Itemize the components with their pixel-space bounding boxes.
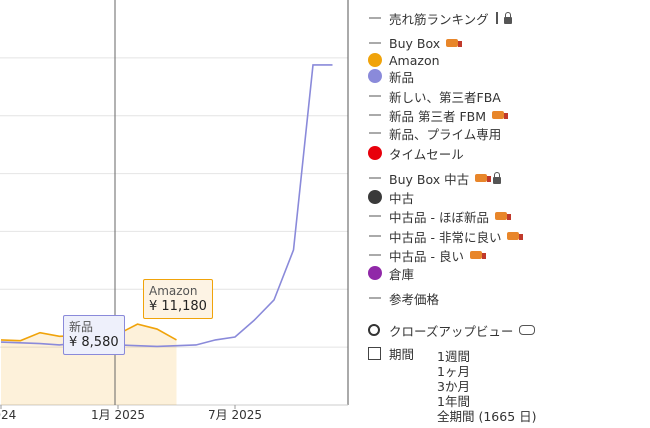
legend-icon	[368, 266, 382, 280]
truck-icon	[507, 232, 524, 240]
legend-icon	[368, 69, 382, 83]
truck-icon	[475, 174, 492, 182]
legend-icon	[368, 291, 382, 305]
legend-dash	[369, 254, 381, 256]
legend-icon	[368, 190, 382, 204]
legend-dot	[368, 69, 382, 83]
legend-item[interactable]: 中古品 - 非常に良い	[368, 227, 524, 245]
tooltip-value: ¥ 8,580	[69, 334, 119, 350]
legend-item[interactable]: 中古品 - ほぼ新品	[368, 207, 511, 225]
legend-item[interactable]: 倉庫	[368, 264, 414, 282]
period-option[interactable]: 1年間	[437, 394, 470, 409]
legend-label: 中古品 - 非常に良い	[389, 229, 502, 245]
tooltip-name: 新品	[69, 319, 94, 334]
toggle-icon	[519, 325, 536, 335]
legend-dash	[369, 297, 381, 299]
legend-dash	[369, 132, 381, 134]
period-option[interactable]: 全期間 (1665 日)	[437, 409, 537, 424]
legend-icon	[368, 229, 382, 243]
legend-label: 新品	[389, 69, 415, 85]
period-option[interactable]: 1ヶ月	[437, 364, 470, 379]
legend-item[interactable]: 新品 第三者 FBM	[368, 106, 508, 124]
legend-item[interactable]: Buy Box	[368, 34, 463, 52]
legend-dash	[369, 17, 381, 19]
legend-item[interactable]: 新しい、第三者FBA	[368, 87, 501, 105]
period-row: 期間	[368, 344, 414, 362]
truck-icon	[469, 251, 486, 259]
truck-icon	[492, 111, 508, 119]
x-tick-label: 1月 2025	[91, 408, 145, 422]
legend-icon	[368, 126, 382, 140]
legend-label: 売れ筋ランキング	[389, 11, 489, 27]
legend-label: タイムセール	[389, 146, 464, 162]
legend-icon	[368, 11, 382, 25]
legend-label: 新品 第三者 FBM	[389, 108, 486, 124]
series-line	[0, 64, 333, 348]
closeup-label: クローズアップビュー	[389, 323, 514, 339]
chart: 2024 1月 2025 7月 2025	[0, 0, 349, 422]
search-icon	[368, 324, 380, 336]
legend-dash	[369, 215, 381, 217]
legend-dot	[368, 53, 382, 67]
legend-dash	[369, 42, 381, 44]
period-option[interactable]: 3か月	[437, 379, 470, 394]
legend-label: 新しい、第三者FBA	[389, 89, 501, 105]
tooltip: Amazon ¥ 11,180	[143, 279, 213, 320]
legend-label: Buy Box 中古	[389, 171, 470, 187]
calendar-icon	[368, 346, 381, 360]
legend-label: Buy Box	[389, 35, 441, 51]
period-label: 期間	[389, 346, 415, 362]
legend-icon	[368, 248, 382, 262]
tooltip-name: Amazon	[149, 284, 198, 299]
legend-item[interactable]: 中古	[368, 188, 414, 206]
legend-label: 新品、プライム専用	[389, 126, 502, 142]
tooltip-value: ¥ 11,180	[149, 299, 207, 315]
legend-label: 参考価格	[389, 291, 440, 307]
legend-dot	[368, 190, 382, 204]
legend-label: 中古品 - 良い	[389, 248, 464, 264]
legend-dash	[369, 235, 381, 237]
x-tick-label: 7月 2025	[208, 408, 262, 422]
legend-item[interactable]: 売れ筋ランキング	[368, 9, 512, 27]
legend-item[interactable]: 中古品 - 良い	[368, 246, 486, 264]
legend-item[interactable]: 新品、プライム専用	[368, 124, 501, 142]
legend-icon	[368, 108, 382, 122]
lock-icon	[493, 171, 502, 184]
legend-item[interactable]: 新品	[368, 67, 414, 85]
legend-icon	[368, 53, 382, 67]
sort-icon	[495, 12, 498, 24]
legend-icon	[368, 89, 382, 103]
legend-dot	[368, 146, 382, 160]
legend-icon	[368, 146, 382, 160]
legend-dot	[368, 266, 382, 280]
legend-dash	[369, 114, 381, 116]
legend: 売れ筋ランキング Buy Box Amazon 新品新しい、第三者FBA 新品 第三者 …	[360, 0, 650, 428]
legend-label: 中古	[389, 190, 415, 206]
legend-item[interactable]: タイムセール	[368, 144, 464, 162]
legend-icon	[368, 171, 382, 185]
lock-icon	[503, 11, 512, 24]
legend-label: Amazon	[389, 52, 440, 68]
legend-label: 中古品 - ほぼ新品	[389, 209, 489, 225]
legend-item[interactable]: Amazon	[368, 51, 440, 69]
period-option[interactable]: 1週間	[437, 349, 470, 364]
legend-item[interactable]: 参考価格	[368, 289, 439, 307]
legend-dash	[369, 95, 381, 97]
legend-item[interactable]: Buy Box 中古	[368, 169, 502, 187]
x-tick-label: 2024	[0, 408, 16, 422]
truck-icon	[494, 212, 511, 220]
legend-label: 倉庫	[389, 266, 415, 282]
legend-dash	[369, 177, 381, 179]
legend-icon	[368, 36, 382, 50]
tooltip: 新品 ¥ 8,580	[63, 314, 125, 355]
closeup-toggle[interactable]: クローズアップビュー	[368, 321, 536, 339]
truck-icon	[446, 39, 463, 47]
legend-icon	[368, 209, 382, 223]
